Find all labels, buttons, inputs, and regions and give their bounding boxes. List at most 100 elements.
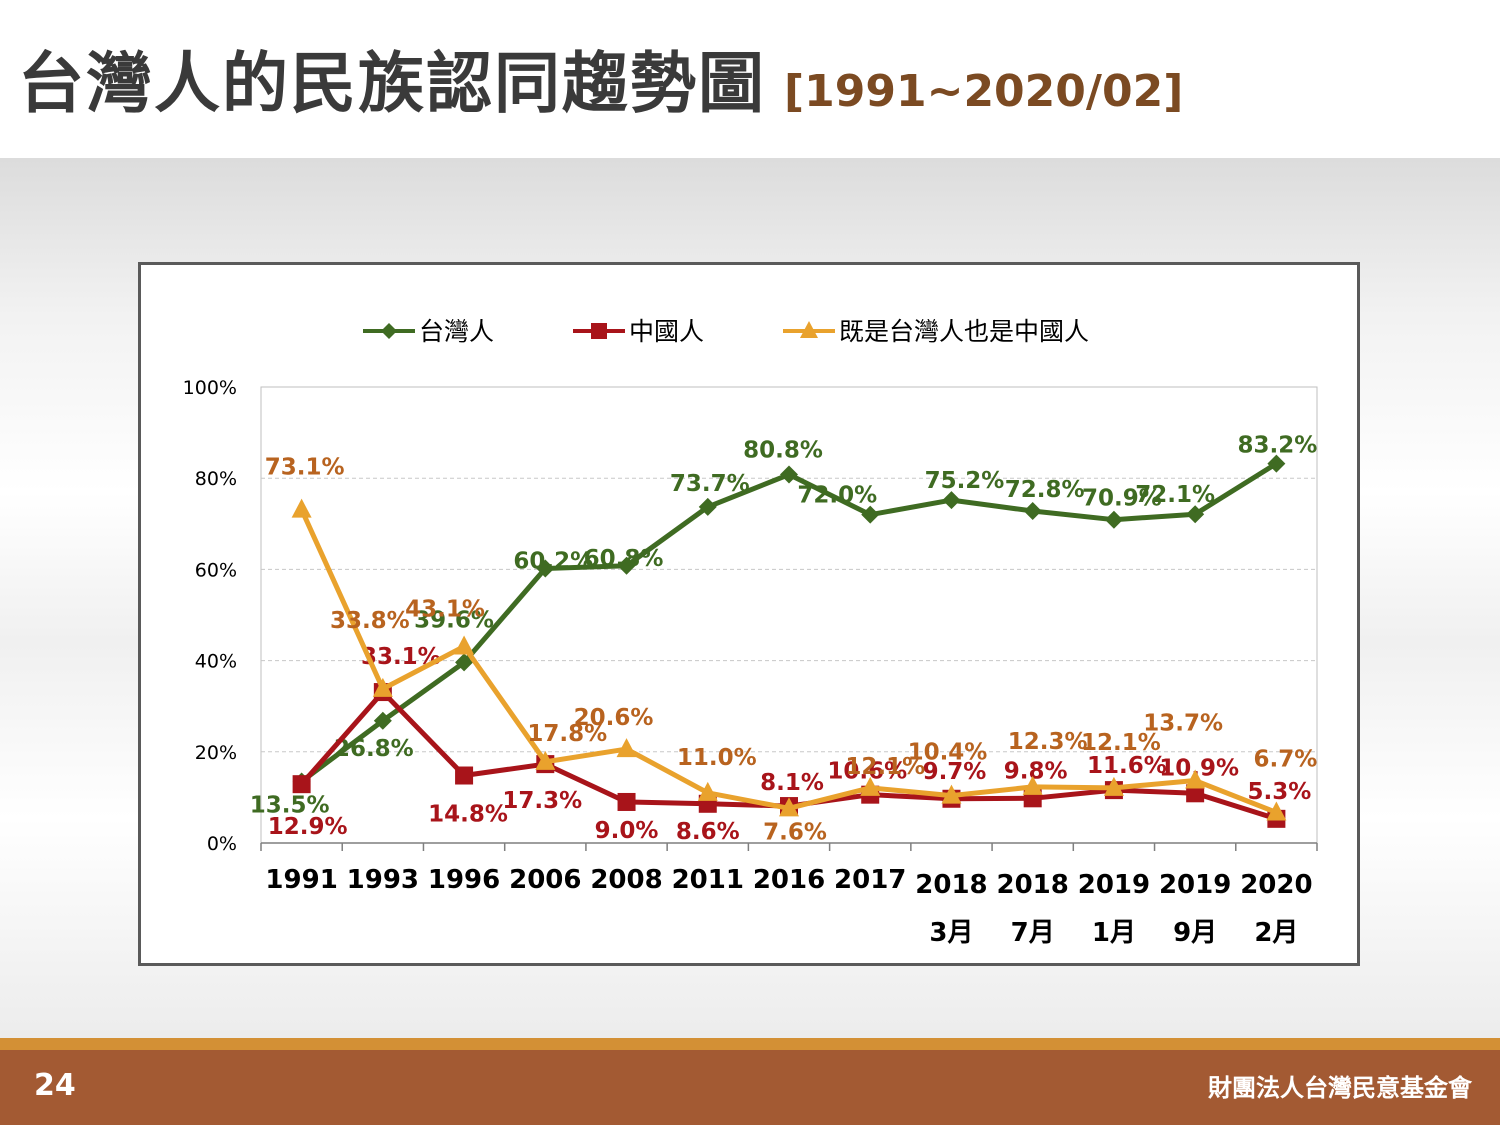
data-label: 80.8% [743,438,823,464]
data-point-square [1186,784,1205,803]
legend-marker-triangle [800,321,818,338]
x-tick-label: 2019 [1078,870,1150,900]
data-point-diamond [942,491,961,510]
data-point-diamond [780,465,798,484]
data-point-triangle [535,750,556,770]
data-point-diamond [617,556,636,575]
x-tick-label: 2018 [915,870,987,900]
data-point-triangle [1266,801,1287,821]
data-label: 26.8% [334,736,414,762]
data-label: 12.9% [268,814,348,840]
legend-label: 既是台灣人也是中國人 [839,317,1089,346]
data-label: 60.8% [584,546,664,572]
x-tick-label: 1月 [1092,918,1136,948]
footer-bar [0,1050,1500,1125]
data-point-triangle [1185,769,1206,789]
data-point-diamond [536,559,555,578]
data-label: 17.8% [527,721,607,747]
data-point-triangle [616,738,637,758]
y-tick-label: 100% [183,377,237,399]
y-tick-label: 80% [195,468,237,490]
x-tick-label: 9月 [1173,918,1217,948]
data-label: 8.6% [676,819,740,845]
legend-marker-diamond [381,323,397,339]
data-label: 10.4% [908,740,988,766]
data-label: 83.2% [1237,433,1317,459]
data-label: 10.9% [1159,755,1239,781]
x-tick-label: 2006 [509,865,581,895]
legend-label: 中國人 [629,317,704,346]
data-label: 60.2% [513,548,593,574]
x-tick-label: 2008 [590,865,662,895]
data-point-square [617,792,636,811]
data-label: 43.1% [405,596,485,622]
x-tick-label: 2019 [1159,870,1231,900]
data-label: 9.7% [923,759,987,785]
y-tick-label: 60% [195,559,237,581]
data-label: 33.8% [330,608,410,634]
data-label: 5.3% [1247,779,1311,805]
x-tick-label: 1993 [347,865,419,895]
data-label: 75.2% [925,468,1005,494]
x-tick-label: 3月 [929,918,973,948]
page-number: 24 [34,1068,76,1103]
data-point-triangle [779,797,799,817]
data-label: 11.6% [1087,753,1167,779]
chart-frame: 0% 20% 40% 60% 80% 100% 1991 1993 1996 2006 2008 20… [138,262,1360,966]
data-label: 9.8% [1004,758,1068,784]
data-point-square [292,775,311,794]
data-point-triangle [697,781,718,801]
data-point-diamond [455,653,474,672]
legend-label: 台灣人 [419,317,494,346]
data-point-diamond [1023,502,1042,521]
data-point-triangle [454,635,475,655]
x-tick-label: 2011 [672,865,744,895]
line-chart: 0% 20% 40% 60% 80% 100% 1991 1993 1996 2006 2008 20… [183,317,1318,948]
data-point-triangle [941,784,962,804]
data-label: 9.0% [595,818,659,844]
data-label: 13.7% [1143,711,1223,737]
data-label: 12.1% [1081,730,1161,756]
data-label: 39.6% [414,607,494,633]
slide-title: 台灣人的民族認同趨勢圖 [1991~2020/02] [18,30,1183,130]
data-label: 10.6% [827,759,907,785]
data-label: 20.6% [574,705,654,731]
data-point-diamond [1186,505,1205,524]
data-label: 73.1% [265,455,345,481]
data-label: 6.7% [1253,746,1317,772]
data-point-triangle [860,776,881,796]
data-label: 17.3% [502,788,582,814]
data-label: 72.1% [1135,482,1215,508]
data-point-diamond [861,505,880,524]
data-label: 72.8% [1005,477,1085,503]
x-tick-label: 1991 [265,865,337,895]
y-tick-label: 40% [195,651,237,673]
x-tick-label: 2016 [753,865,825,895]
data-label: 73.7% [670,471,750,497]
page-title: 台灣人的民族認同趨勢圖 [18,45,766,122]
y-tick-label: 0% [207,833,237,855]
data-point-triangle [1103,776,1124,796]
data-label: 14.8% [428,802,508,828]
data-label: 12.1% [845,754,925,780]
data-point-triangle [291,498,312,518]
data-label: 7.6% [763,819,827,845]
data-point-diamond [1267,454,1286,473]
data-label: 13.5% [250,792,330,818]
x-tick-label: 2020 [1240,870,1312,900]
y-tick-label: 20% [195,742,237,764]
x-tick-label: 7月 [1011,918,1055,948]
data-point-triangle [372,677,393,697]
data-label: 11.0% [677,745,757,771]
x-tick-label: 1996 [428,865,500,895]
data-label: 12.3% [1008,729,1088,755]
footer-accent-line [0,1038,1500,1050]
data-label: 72.0% [797,483,877,509]
x-tick-label: 2017 [834,865,906,895]
x-tick-label: 2月 [1254,918,1298,948]
data-point-diamond [1104,510,1123,529]
x-tick-label: 2018 [997,870,1069,900]
data-label: 8.1% [760,770,824,796]
data-point-triangle [1022,775,1043,795]
legend-marker-square [591,323,607,339]
